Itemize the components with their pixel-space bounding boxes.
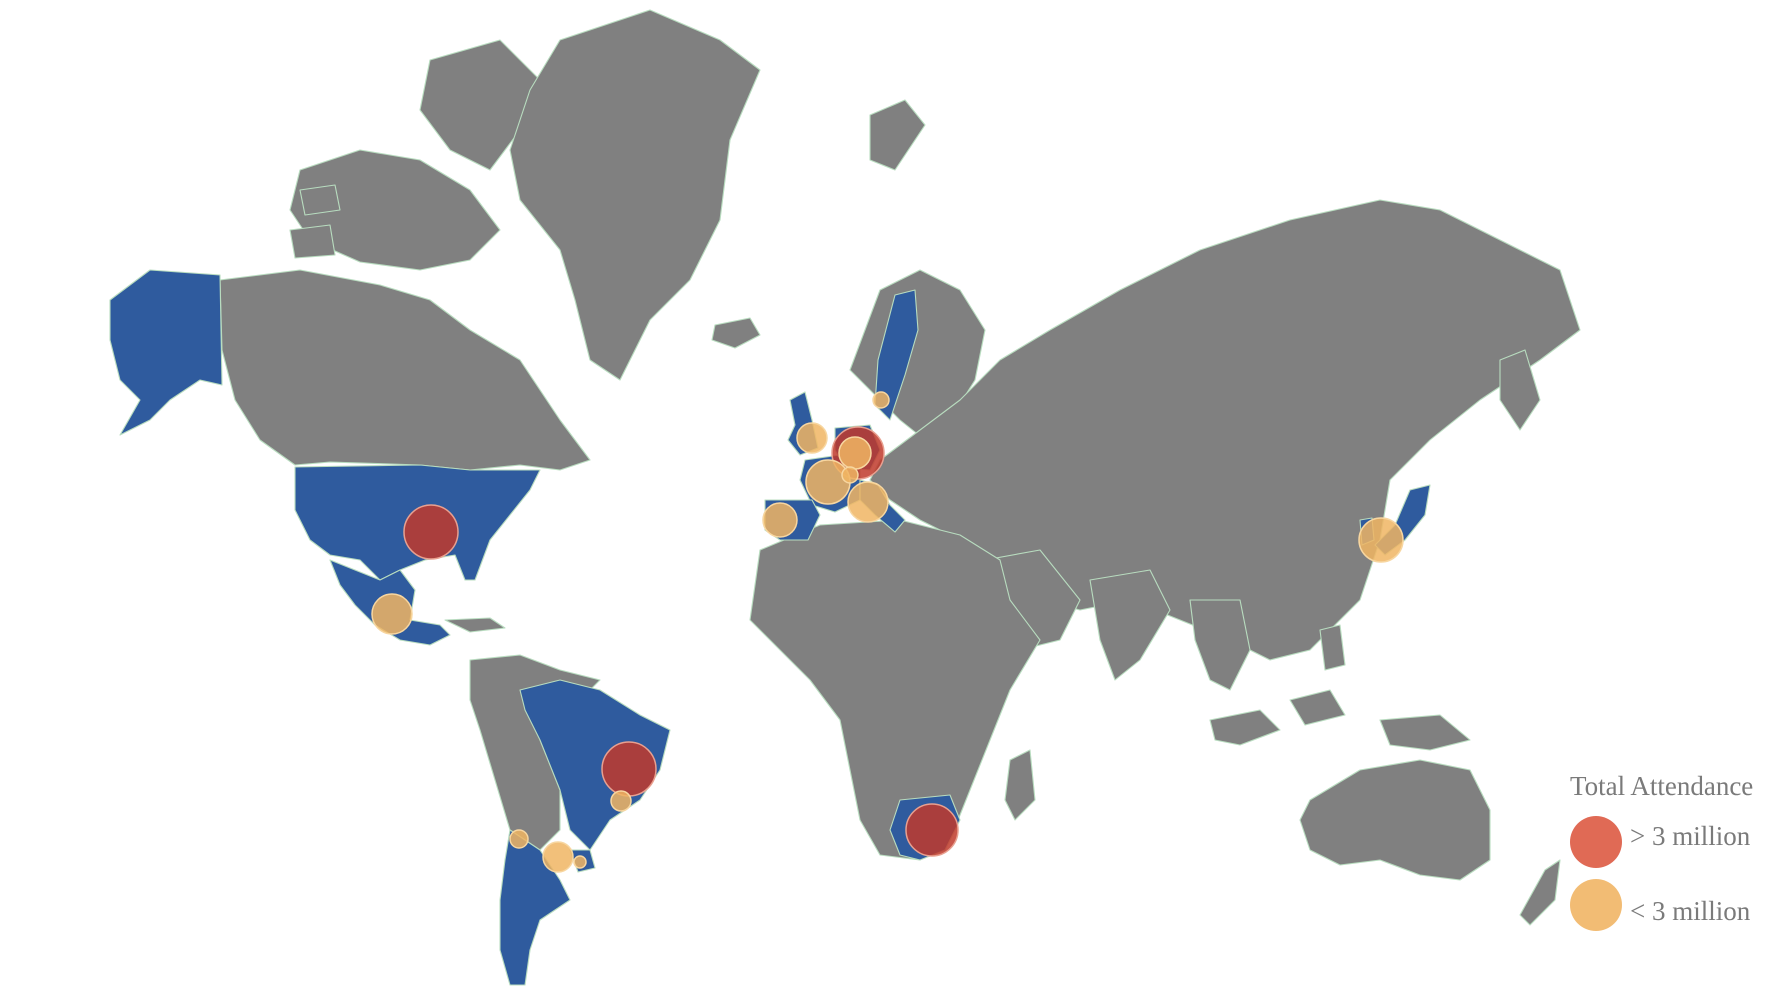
bubble-chile[interactable] — [509, 829, 529, 849]
land-australia — [1299, 759, 1491, 881]
country-sweden — [874, 289, 919, 421]
bubble-mexico[interactable] — [371, 593, 413, 635]
bubble-united-states[interactable] — [403, 504, 459, 560]
legend-title: Total Attendance — [1570, 771, 1753, 801]
bubble-spain[interactable] — [762, 502, 798, 538]
attendance-bubbles — [371, 391, 1404, 873]
bubble-italy[interactable] — [847, 481, 889, 523]
bubble-south-africa[interactable] — [905, 803, 959, 857]
bubble-brazil[interactable] — [601, 741, 657, 797]
country-alaska — [109, 269, 223, 436]
land-new-zealand — [1519, 859, 1561, 926]
land-philippines — [1319, 624, 1346, 671]
legend-swatch-under-3m — [1570, 879, 1622, 931]
land-kamchatka — [1499, 349, 1541, 431]
land-india — [1089, 569, 1171, 681]
bubble-japan[interactable] — [1358, 517, 1404, 563]
land-madagascar — [1004, 749, 1036, 821]
legend-label-over-3m: > 3 million — [1630, 821, 1751, 851]
land-africa — [749, 519, 1041, 861]
land-new-guinea — [1379, 714, 1471, 751]
bubble-switzerland[interactable] — [841, 466, 859, 484]
legend-swatch-over-3m — [1570, 816, 1622, 868]
bubble-united-kingdom[interactable] — [796, 422, 828, 454]
bubble-france[interactable] — [805, 459, 851, 505]
bubble-sweden[interactable] — [872, 391, 890, 409]
bubble-uruguay[interactable] — [573, 855, 587, 869]
land-baffin — [419, 39, 541, 171]
land-arctic-small-1 — [299, 184, 341, 216]
bubble-argentina[interactable] — [542, 841, 574, 873]
land-indonesia-1 — [1209, 709, 1281, 746]
land-svalbard — [869, 99, 926, 171]
bubble-brazil-small[interactable] — [610, 790, 632, 812]
land-greenland — [509, 9, 761, 381]
legend-label-under-3m: < 3 million — [1630, 896, 1751, 926]
land-indonesia-2 — [1289, 689, 1346, 726]
land-southeast-asia — [1189, 599, 1251, 691]
land-canada — [219, 269, 591, 471]
bubble-germany-small[interactable] — [838, 436, 872, 470]
land-caribbean — [444, 617, 506, 633]
legend: Total Attendance > 3 million < 3 million — [1570, 771, 1753, 931]
land-arctic-small-2 — [289, 224, 336, 259]
land-iceland — [711, 317, 761, 349]
